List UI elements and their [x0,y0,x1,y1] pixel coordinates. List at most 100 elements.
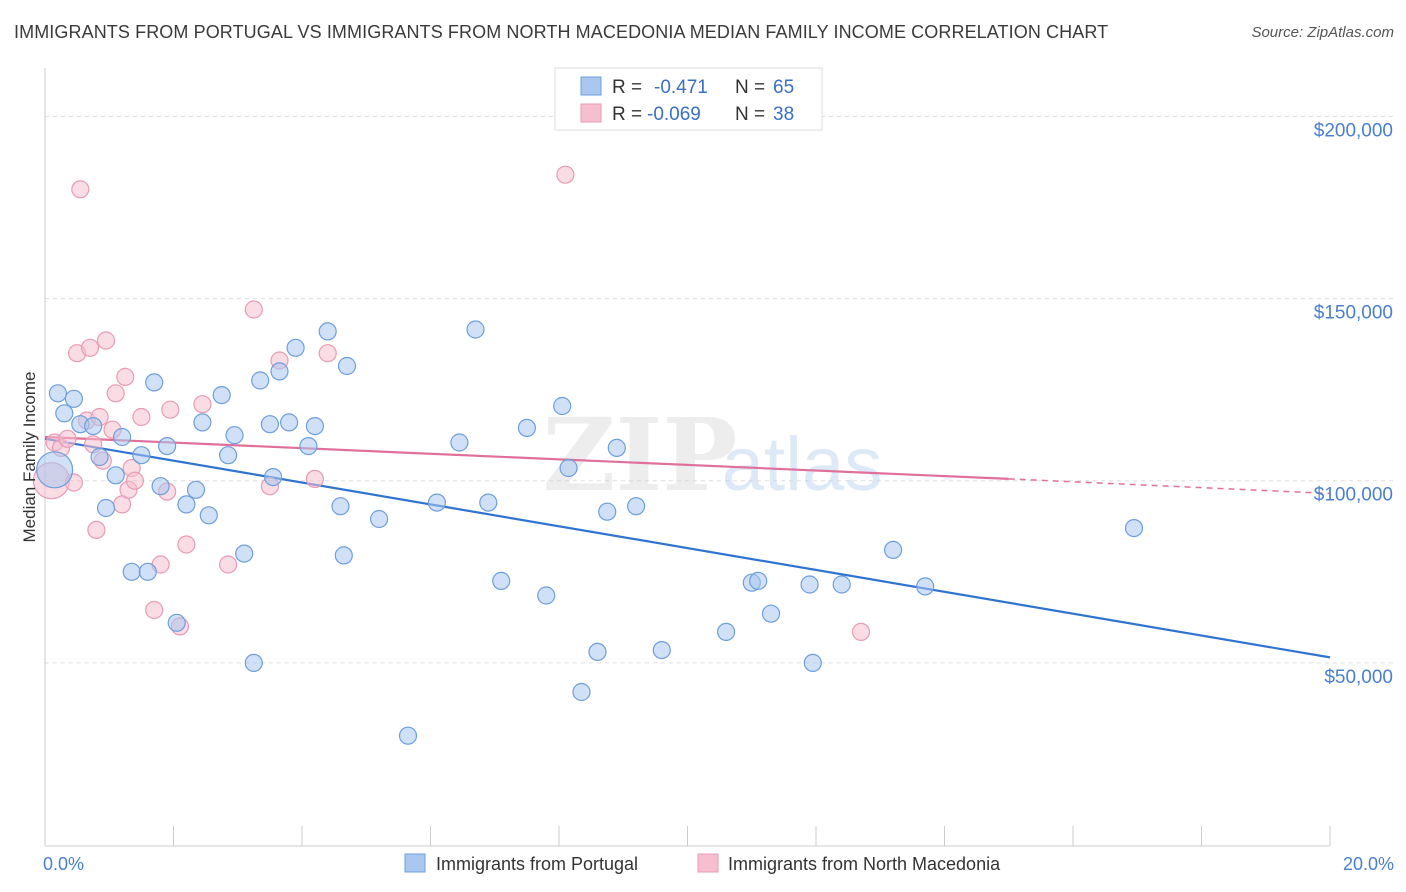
point-portugal [112,427,132,447]
point-portugal [559,458,578,478]
point-portugal [761,604,781,623]
point-portugal [96,498,116,518]
point-portugal [251,371,270,390]
legend-n-value-portugal: 65 [773,77,794,98]
watermark-atlas: atlas [722,422,883,507]
watermark: ZIP atlas [543,396,883,514]
bottom-legend: Immigrants from Portugal Immigrants from… [404,853,1001,874]
point-portugal [479,493,498,512]
point-portugal [334,546,353,565]
legend-n-label: N = [735,77,765,98]
point-portugal [280,413,299,432]
point-macedonia [145,600,164,620]
point-portugal [64,389,84,408]
x-tick-labels: 0.0% 20.0% [43,854,1394,874]
point-portugal [800,575,819,594]
point-portugal [55,404,74,423]
legend-n-value-macedonia: 38 [773,104,794,125]
y-axis-label: Median Family Income [20,371,39,542]
point-portugal [572,682,591,702]
source-label: Source: ZipAtlas.com [1251,24,1394,41]
point-portugal [270,362,289,381]
x-tick-label-max: 20.0% [1343,854,1394,874]
point-macedonia [305,469,324,488]
point-macedonia [318,344,337,363]
point-portugal [193,413,212,432]
point-portugal [916,577,935,596]
point-portugal [264,468,283,487]
point-portugal [167,613,186,632]
point-portugal [450,433,469,452]
point-macedonia [106,384,125,403]
point-portugal [35,451,74,489]
point-macedonia [556,165,575,184]
point-portugal [370,509,389,529]
point-portugal [553,396,572,416]
legend-swatch-macedonia [580,103,602,123]
point-portugal [151,477,170,496]
point-portugal [537,586,556,605]
legend-r-value-portugal: -0.471 [654,77,708,98]
y-tick-labels: $50,000 $100,000 $150,000 $200,000 [1314,120,1393,687]
point-macedonia [80,338,100,357]
point-portugal [122,562,141,581]
point-macedonia [58,429,77,448]
point-portugal [492,571,511,591]
trend-line-macedonia-extension [1008,478,1331,495]
point-portugal [106,466,125,485]
legend-r-label: R = [612,77,642,98]
point-macedonia [116,367,135,386]
point-portugal [235,544,254,563]
point-portugal [331,497,350,516]
point-portugal [626,497,646,516]
point-portugal [219,446,238,465]
point-portugal [177,495,196,514]
point-portugal [832,575,851,594]
trend-lines [44,435,1331,659]
point-portugal [212,386,231,405]
point-portugal [517,418,537,437]
point-macedonia [219,555,238,574]
point-portugal [225,426,244,445]
bottom-legend-label-macedonia: Immigrants from North Macedonia [728,854,1001,874]
point-portugal [90,447,109,467]
point-portugal [260,415,279,434]
point-portugal [466,320,485,339]
point-portugal [199,506,218,525]
point-portugal [145,373,164,392]
point-portugal [84,417,103,436]
legend-r-value-macedonia: -0.069 [647,104,701,125]
legend-swatch-portugal [580,76,602,96]
point-macedonia [193,395,212,414]
point-portugal [716,622,736,642]
point-portugal [588,642,607,662]
legend-n-label: N = [735,104,765,125]
bottom-legend-swatch-portugal [404,853,426,873]
point-portugal [883,540,903,560]
grid-lines [45,115,1395,664]
point-portugal [158,437,177,456]
point-portugal [598,502,617,521]
point-portugal [48,384,68,403]
y-tick-label: $150,000 [1314,303,1393,324]
point-portugal [652,640,671,660]
x-tick-label-min: 0.0% [43,854,84,874]
point-portugal [803,653,822,673]
point-macedonia [177,535,196,554]
data-points [32,165,1144,745]
point-portugal [305,417,324,436]
point-portugal [427,493,446,512]
legend-r-label: R = [612,104,642,125]
point-macedonia [851,622,871,642]
point-portugal [186,480,206,499]
point-portugal [138,562,157,581]
trend-line-macedonia [44,435,1009,480]
legend: R = -0.471 N = 65 R = -0.069 N = 38 [554,67,823,131]
point-portugal [749,571,768,591]
point-portugal [1124,518,1144,538]
point-portugal [337,356,357,376]
point-macedonia [96,331,116,350]
point-macedonia [87,520,106,540]
point-macedonia [244,300,263,319]
